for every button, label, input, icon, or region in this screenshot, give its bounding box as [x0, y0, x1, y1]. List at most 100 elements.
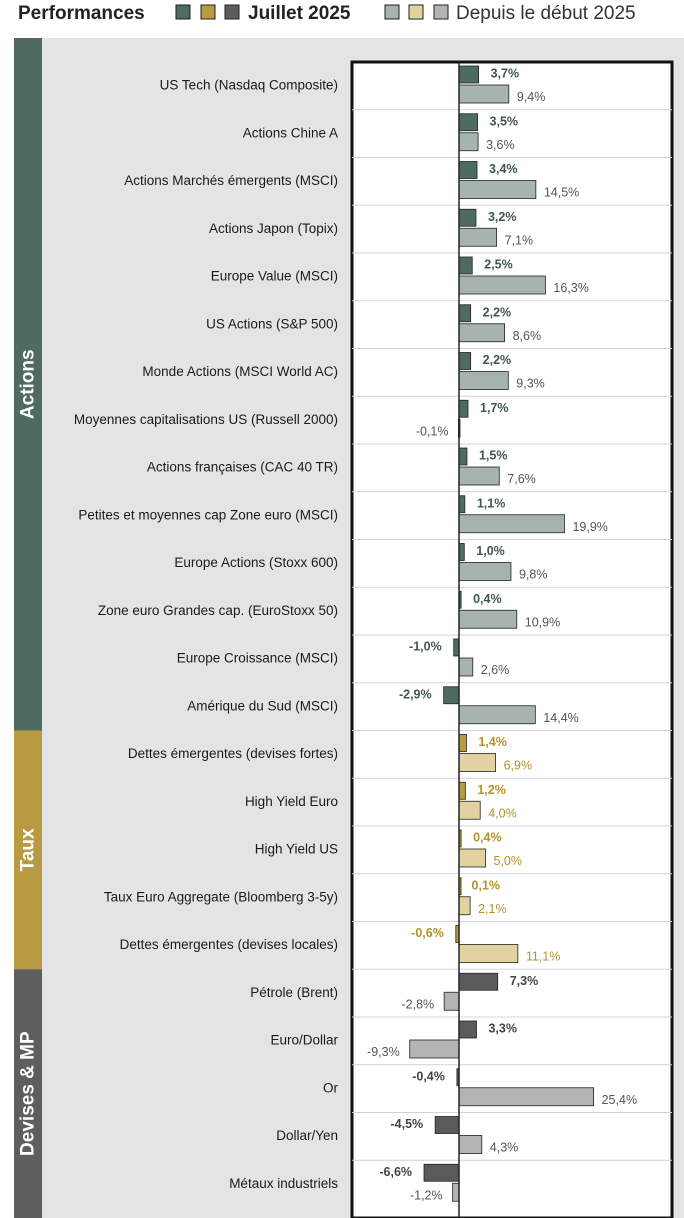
- bar-ytd: [458, 896, 471, 916]
- category-label: High Yield US: [255, 842, 338, 857]
- label-ytd: 3,6%: [486, 138, 514, 152]
- category-label: Actions Chine A: [243, 125, 338, 140]
- bar-monthly: [458, 972, 499, 991]
- label-monthly: 3,5%: [490, 114, 519, 128]
- row-16: High Yield US 0,4% 5,0%: [255, 825, 672, 868]
- label-monthly: -0,4%: [412, 1069, 445, 1083]
- category-label: Europe Croissance (MSCI): [177, 651, 338, 666]
- row-18: Dettes émergentes (devises locales) -0,6%…: [120, 921, 672, 964]
- row-21: Or -0,4% 25,4%: [323, 1064, 672, 1107]
- group-label-0: Actions: [18, 349, 39, 419]
- row-20: Euro/Dollar 3,3% -9,3%: [270, 1016, 672, 1059]
- category-label: High Yield Euro: [245, 794, 338, 809]
- row-6: Monde Actions (MSCI World AC) 2,2% 9,3%: [142, 348, 672, 391]
- label-monthly: -6,6%: [379, 1165, 412, 1179]
- row-4: Europe Value (MSCI) 2,5% 16,3%: [211, 252, 672, 295]
- label-ytd: 6,9%: [504, 759, 533, 773]
- label-ytd: 11,1%: [526, 950, 561, 964]
- label-monthly: 1,7%: [480, 401, 509, 415]
- label-ytd: 4,3%: [490, 1141, 519, 1155]
- category-label: Dollar/Yen: [276, 1128, 338, 1143]
- legend: Performances Juillet 2025 Depuis le début …: [18, 3, 636, 24]
- category-label: US Actions (S&P 500): [206, 316, 338, 331]
- label-monthly: 1,5%: [479, 449, 508, 463]
- bar-monthly: [423, 1163, 460, 1182]
- label-monthly: 7,3%: [510, 974, 539, 988]
- bar-ytd: [458, 562, 512, 581]
- legend-swatch-monthly-taux: [200, 4, 216, 20]
- group-band-1: [14, 730, 42, 970]
- legend-ytd-label: Depuis le début 2025: [456, 3, 636, 24]
- row-1: Actions Chine A 3,5% 3,6%: [243, 109, 672, 152]
- label-monthly: -1,0%: [409, 640, 442, 654]
- row-15: High Yield Euro 1,2% 4,0%: [245, 777, 672, 820]
- bar-ytd: [458, 800, 481, 820]
- label-monthly: 0,1%: [472, 878, 501, 892]
- bar-monthly: [458, 65, 480, 84]
- category-label: Dettes émergentes (devises locales): [120, 937, 338, 952]
- label-ytd: 5,0%: [494, 854, 523, 868]
- label-ytd: 25,4%: [602, 1093, 637, 1107]
- bar-ytd: [458, 132, 479, 152]
- label-ytd: -0,1%: [416, 424, 449, 438]
- bar-monthly: [458, 304, 472, 323]
- bar-monthly: [458, 543, 465, 561]
- bar-monthly: [434, 1116, 460, 1134]
- category-label: Petites et moyennes cap Zone euro (MSCI): [78, 507, 338, 522]
- category-label: Moyennes capitalisations US (Russell 200…: [74, 412, 338, 427]
- bar-ytd: [458, 466, 500, 486]
- bar-ytd: [458, 1087, 595, 1107]
- bar-monthly: [458, 161, 478, 179]
- row-14: Dettes émergentes (devises fortes) 1,4% 6,…: [128, 730, 672, 773]
- category-label: Taux Euro Aggregate (Bloomberg 3-5y): [104, 889, 338, 904]
- category-label: Europe Value (MSCI): [211, 269, 338, 284]
- row-7: Moyennes capitalisations US (Russell 200…: [74, 395, 672, 438]
- row-17: Taux Euro Aggregate (Bloomberg 3-5y) 0,1%…: [104, 873, 672, 916]
- bar-monthly: [458, 495, 466, 514]
- category-label: Europe Actions (Stoxx 600): [174, 555, 338, 570]
- label-monthly: 3,3%: [488, 1022, 517, 1036]
- label-monthly: 0,4%: [473, 592, 502, 606]
- label-monthly: -4,5%: [390, 1117, 423, 1131]
- label-ytd: 4,0%: [488, 806, 517, 820]
- bar-monthly: [458, 256, 473, 275]
- bar-ytd: [458, 514, 565, 534]
- label-monthly: 2,2%: [483, 353, 512, 367]
- row-22: Dollar/Yen -4,5% 4,3%: [276, 1112, 672, 1155]
- label-ytd: 9,3%: [516, 377, 545, 391]
- bar-ytd: [458, 84, 510, 104]
- label-monthly: 1,2%: [477, 783, 506, 797]
- label-monthly: -2,9%: [399, 687, 432, 701]
- label-ytd: 7,6%: [507, 472, 536, 486]
- bar-monthly: [458, 734, 467, 752]
- category-label: US Tech (Nasdaq Composite): [160, 78, 338, 93]
- bar-ytd: [458, 227, 498, 247]
- row-19: Pétrole (Brent) 7,3% -2,8%: [250, 968, 672, 1011]
- category-label: Pétrole (Brent): [250, 985, 338, 1000]
- label-ytd: 10,9%: [525, 615, 560, 629]
- group-label-1: Taux: [18, 828, 39, 871]
- bar-ytd: [458, 275, 546, 295]
- row-2: Actions Marchés émergents (MSCI) 3,4% 14,5…: [124, 157, 672, 200]
- category-label: Dettes émergentes (devises fortes): [128, 746, 338, 761]
- label-monthly: 1,1%: [477, 496, 506, 510]
- legend-swatch-ytd-taux: [408, 4, 424, 20]
- label-monthly: 2,2%: [483, 305, 512, 319]
- row-0: US Tech (Nasdaq Composite) 3,7% 9,4%: [160, 65, 545, 104]
- bar-monthly: [458, 781, 466, 800]
- category-label: Or: [323, 1080, 339, 1095]
- group-bands: Actions Taux Devises & MP: [14, 38, 42, 1218]
- row-3: Actions Japon (Topix) 3,2% 7,1%: [209, 204, 672, 247]
- bar-monthly: [458, 1020, 477, 1039]
- plot-area: [350, 60, 674, 1218]
- rows: US Tech (Nasdaq Composite) 3,7% 9,4% Action…: [74, 62, 672, 1218]
- label-ytd: -1,2%: [410, 1188, 443, 1202]
- label-ytd: 14,5%: [544, 186, 579, 200]
- bar-ytd: [458, 1135, 483, 1154]
- label-monthly: -0,6%: [411, 926, 444, 940]
- label-ytd: 2,6%: [481, 663, 510, 677]
- label-monthly: 1,4%: [478, 735, 507, 749]
- bar-monthly: [458, 208, 477, 227]
- legend-swatch-ytd-devises: [433, 4, 449, 20]
